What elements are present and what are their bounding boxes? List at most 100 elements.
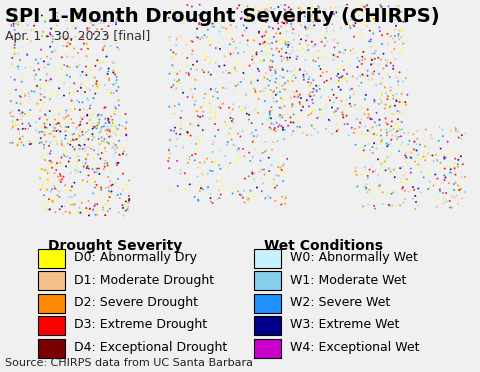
Point [86, 67, 94, 73]
Point [106, 127, 113, 133]
Point [278, 117, 286, 123]
Point [54, 118, 61, 124]
Point [101, 145, 109, 151]
Point [108, 122, 116, 128]
Point [16, 23, 24, 29]
Point [306, 74, 313, 80]
Point [125, 177, 133, 183]
Point [377, 57, 385, 62]
Point [63, 63, 71, 69]
Point [67, 107, 75, 113]
Point [261, 43, 269, 49]
Point [21, 93, 29, 99]
Point [402, 102, 410, 108]
Point [53, 23, 61, 29]
Point [110, 90, 118, 96]
Point [310, 19, 317, 25]
Point [461, 159, 468, 165]
Point [32, 57, 40, 62]
Point [90, 155, 98, 161]
Point [79, 132, 86, 138]
Point [266, 109, 274, 115]
Point [123, 206, 131, 212]
Point [386, 74, 394, 80]
Point [444, 139, 451, 145]
Point [25, 112, 33, 118]
Point [365, 67, 372, 73]
Point [19, 75, 27, 81]
Point [89, 131, 96, 137]
Point [106, 128, 114, 134]
Point [334, 106, 342, 112]
Point [409, 184, 417, 190]
Point [279, 163, 287, 169]
Point [360, 2, 367, 8]
Point [314, 3, 322, 9]
Point [197, 105, 205, 110]
Point [268, 145, 276, 151]
Point [276, 116, 284, 122]
Point [196, 188, 204, 194]
Point [303, 97, 311, 103]
Point [228, 137, 235, 142]
Point [25, 93, 33, 99]
Point [104, 193, 111, 199]
Point [372, 15, 380, 21]
Point [124, 205, 132, 211]
Point [209, 93, 217, 99]
Point [312, 13, 320, 19]
Point [258, 34, 265, 40]
Point [450, 187, 458, 193]
Point [84, 46, 92, 52]
Point [64, 124, 72, 130]
Point [71, 192, 79, 198]
Point [273, 120, 280, 126]
Point [120, 145, 128, 151]
Point [24, 9, 32, 15]
Point [38, 124, 46, 130]
Point [377, 81, 384, 87]
Point [46, 161, 53, 167]
Point [383, 156, 391, 162]
Point [368, 70, 376, 76]
Point [364, 173, 372, 179]
Point [311, 126, 318, 132]
Point [368, 76, 376, 82]
Point [243, 25, 251, 31]
Point [320, 18, 327, 24]
Point [33, 83, 41, 89]
Point [339, 112, 347, 118]
Point [228, 36, 236, 42]
Point [365, 38, 373, 44]
Point [410, 187, 418, 193]
Point [227, 51, 234, 57]
Point [95, 134, 103, 140]
Point [64, 199, 72, 205]
Point [44, 180, 52, 186]
Point [265, 99, 273, 105]
Point [395, 33, 402, 39]
Point [43, 187, 51, 193]
Point [77, 89, 84, 95]
Point [266, 112, 274, 118]
Point [98, 135, 106, 141]
Point [360, 49, 367, 55]
Point [192, 109, 199, 115]
Point [191, 157, 199, 163]
Point [94, 122, 101, 128]
Point [38, 129, 46, 135]
Point [358, 59, 365, 65]
Point [263, 116, 271, 122]
Point [264, 76, 271, 82]
Point [441, 177, 448, 183]
Point [41, 64, 48, 70]
Point [277, 53, 285, 59]
Point [175, 79, 183, 85]
Point [84, 144, 92, 150]
Point [305, 76, 312, 82]
Point [454, 129, 462, 135]
Point [371, 131, 378, 137]
Point [261, 33, 268, 39]
Point [76, 62, 84, 68]
Point [384, 115, 391, 121]
